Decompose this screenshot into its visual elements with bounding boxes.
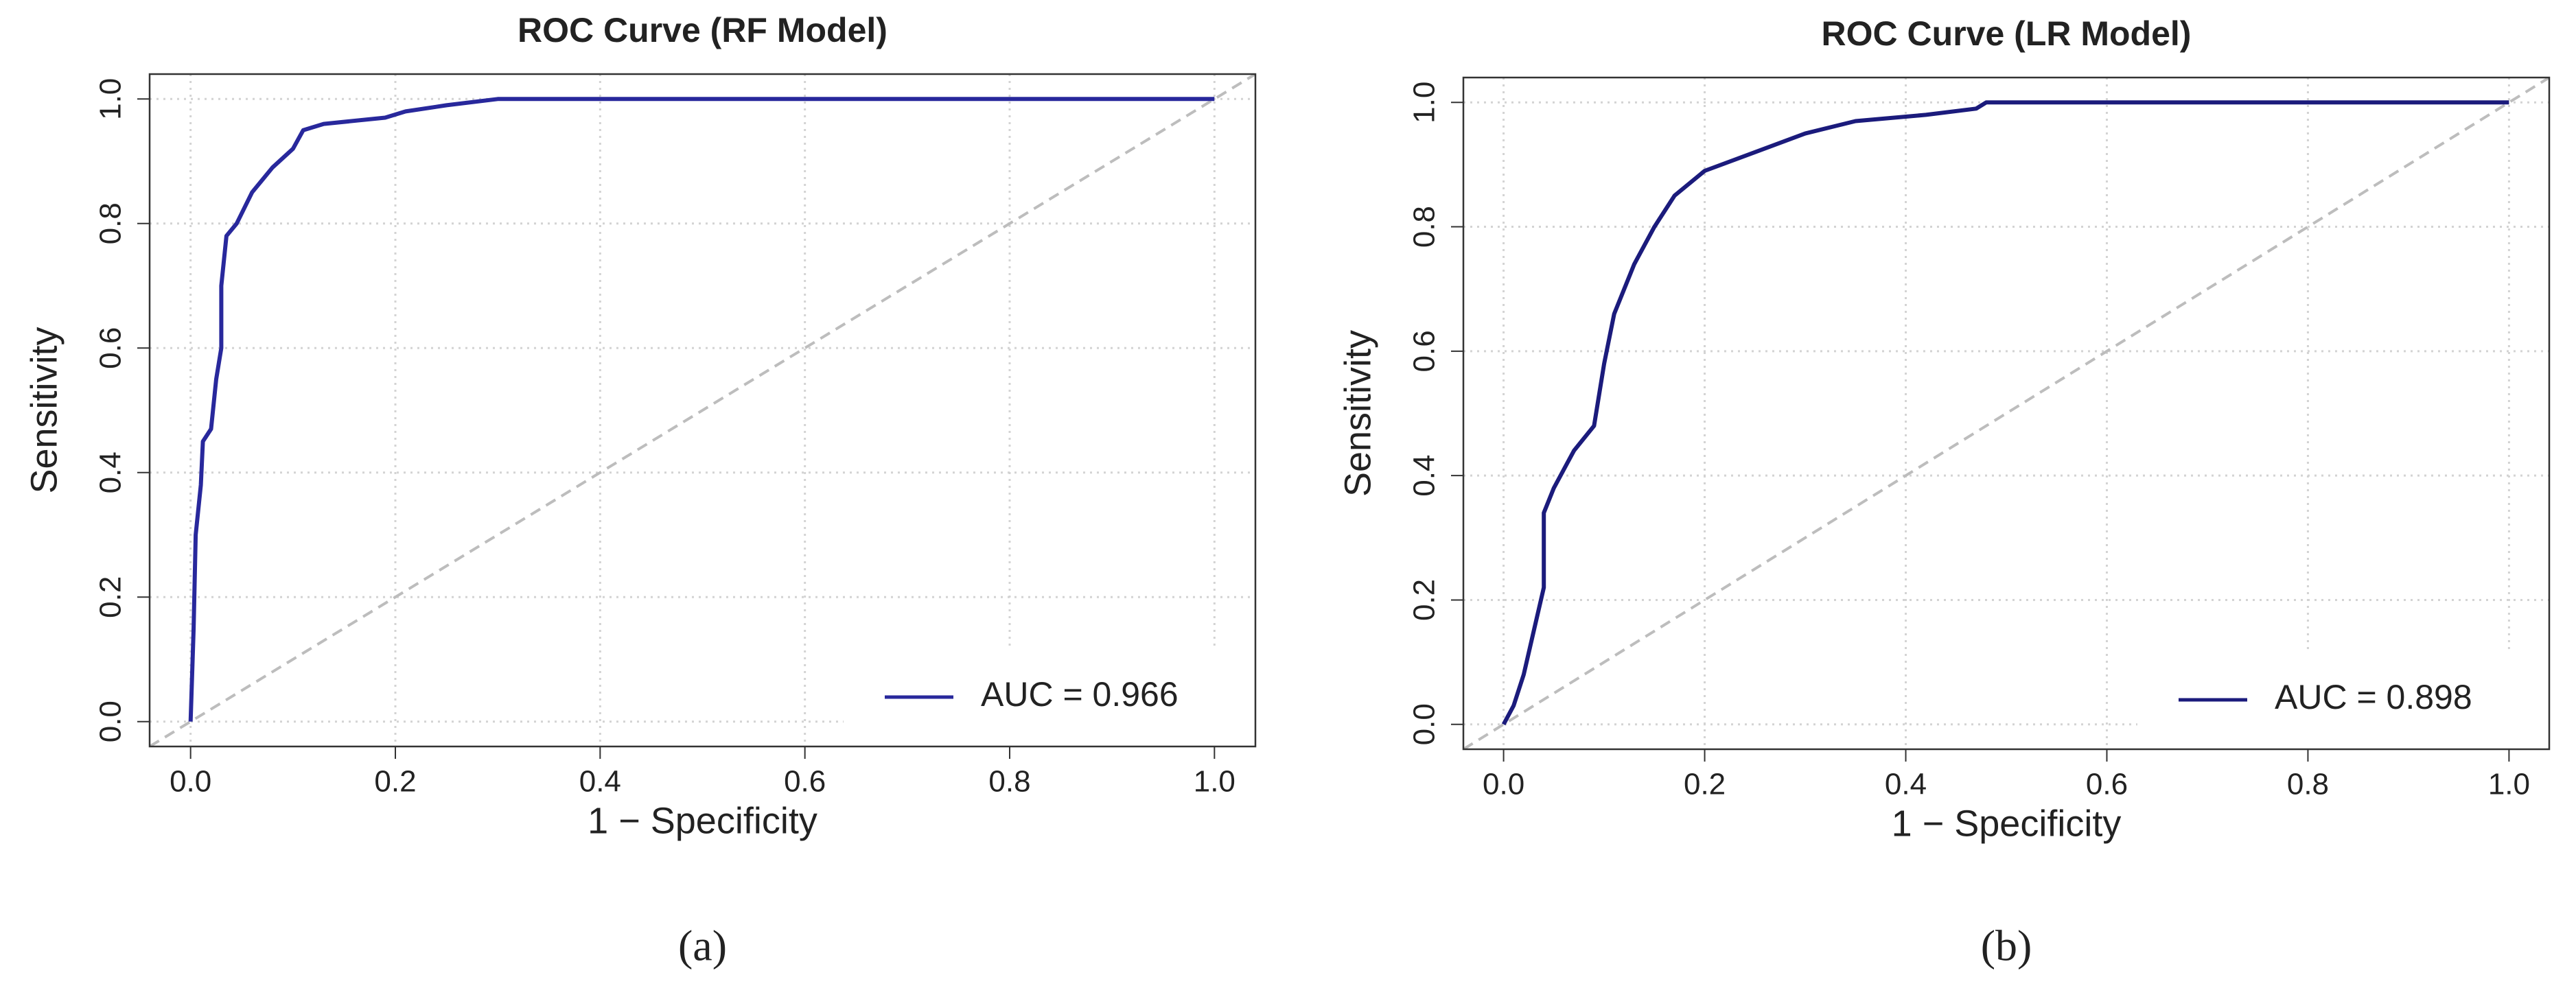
y-tick-label: 0.2 [1408,579,1441,621]
chart-title: ROC Curve (RF Model) [518,11,887,49]
legend-label: AUC = 0.898 [2275,678,2472,716]
plot-frame [148,73,1257,748]
x-tick-label: 1.0 [1194,765,1235,799]
y-tick-label: 0.6 [94,327,128,369]
y-tick-label: 0.8 [1408,206,1441,248]
roc-curve [1501,100,2509,726]
y-tick-label: 1.0 [94,78,128,120]
y-tick-label: 0.0 [94,701,128,742]
chart-panel: 0.0 0.2 0.4 0.6 0.8 1.0 0.0 0.2 0.4 0.6 0.8 1.0 AUC … [23,11,1257,970]
chart-panel: 0.0 0.2 0.4 0.6 0.8 1.0 0.0 0.2 0.4 0.6 0.8 1.0 AUC … [1337,14,2551,970]
reference-diagonal [1463,78,2549,749]
x-tick-label: 0.6 [2086,768,2128,801]
roc-curve [188,97,1215,722]
x-tick-label: 0.8 [988,765,1030,799]
plot-frame [1462,76,2551,751]
legend-label: AUC = 0.966 [981,675,1179,714]
x-tick-label: 0.4 [579,765,621,799]
y-tick-label: 0.4 [94,451,128,493]
x-tick-label: 0.2 [374,765,416,799]
x-tick-label: 0.2 [1684,768,1726,801]
caption: (b) [1981,921,2032,970]
chart-title: ROC Curve (LR Model) [1822,14,2192,53]
y-tick-label: 0.2 [94,576,128,618]
y-tick-label: 0.6 [1408,330,1441,372]
x-tick-label: 1.0 [2488,768,2530,801]
y-tick-label: 0.4 [1408,455,1441,497]
reference-diagonal [150,74,1255,746]
y-tick-label: 0.0 [1408,703,1441,745]
y-tick-label: 1.0 [1408,82,1441,124]
x-tick-label: 0.0 [170,765,211,799]
x-axis-label: 1 − Specificity [1892,803,2122,844]
y-axis-label: Sensitivity [1337,330,1378,497]
y-tick-label: 0.8 [94,202,128,244]
y-axis-label: Sensitivity [23,327,65,493]
x-tick-label: 0.4 [1885,768,1927,801]
caption: (a) [678,921,727,970]
x-tick-label: 0.0 [1483,768,1524,801]
x-tick-label: 0.8 [2287,768,2329,801]
x-tick-label: 0.6 [784,765,826,799]
x-axis-label: 1 − Specificity [588,800,817,841]
